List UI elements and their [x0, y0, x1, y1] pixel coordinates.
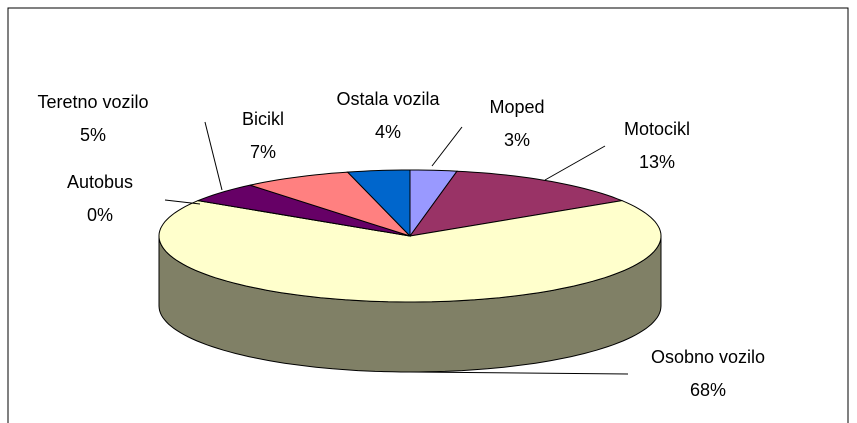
slice-label: Ostala vozila: [336, 89, 440, 109]
slice: [249, 171, 411, 237]
slice: [196, 184, 411, 237]
slice: [346, 169, 411, 238]
slice-value-label: 13%: [639, 152, 675, 172]
slice-label: Moped: [489, 97, 544, 117]
slice-label: Autobus: [67, 172, 133, 192]
slice-value-label: 5%: [80, 125, 106, 145]
leader-line: [409, 371, 629, 375]
leader-line: [431, 126, 463, 167]
slice: [158, 200, 662, 303]
slice-value-label: 4%: [375, 122, 401, 142]
slice: [408, 170, 624, 237]
leader-line: [204, 121, 223, 191]
slice-label: Bicikl: [242, 109, 284, 129]
slice-label: Osobno vozilo: [651, 347, 765, 367]
slice-label: Motocikl: [624, 119, 690, 139]
slice-value-label: 3%: [504, 130, 530, 150]
leader-line: [544, 145, 606, 181]
slice-value-label: 0%: [87, 205, 113, 225]
leader-line: [164, 199, 201, 205]
slice-value-label: 7%: [250, 142, 276, 162]
slice-value-label: 68%: [690, 380, 726, 400]
slice-label: Teretno vozilo: [37, 92, 148, 112]
